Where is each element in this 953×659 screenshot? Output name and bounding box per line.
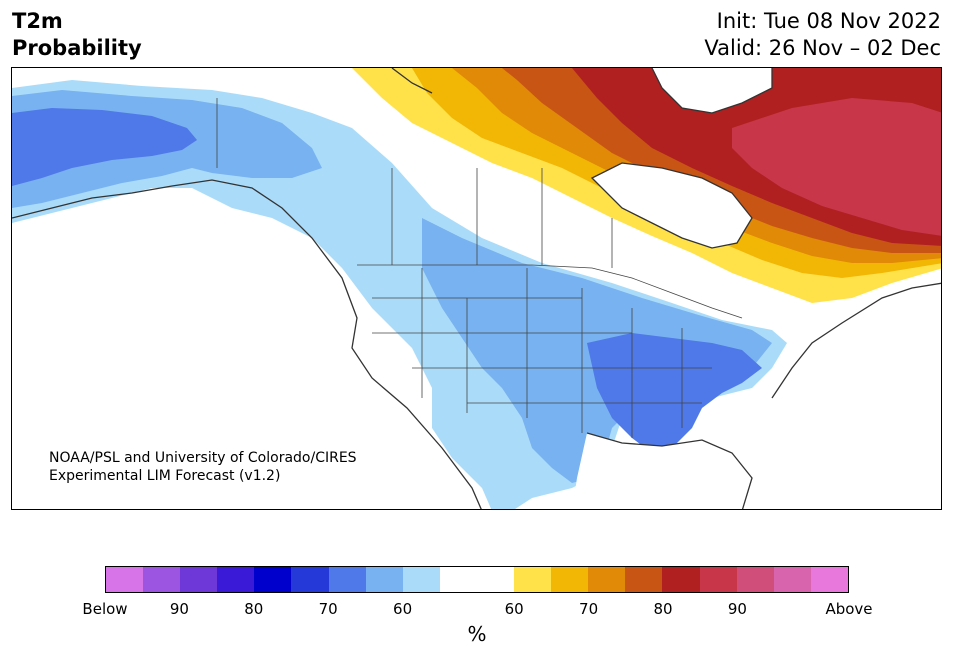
arctic-water <box>652 68 772 113</box>
colorbar-tick-label: 80 <box>653 600 673 618</box>
colorbar-swatch <box>736 567 774 592</box>
below-dark-region-southeast <box>587 333 762 453</box>
colorbar-swatch <box>143 567 181 592</box>
colorbar-tick-label: 60 <box>393 600 413 618</box>
colorbar-tick-label: 70 <box>579 600 599 618</box>
colorbar-tick-label: Above <box>825 600 873 618</box>
colorbar-swatch <box>625 567 663 592</box>
forecast-dates: Init: Tue 08 Nov 2022 Valid: 26 Nov – 02… <box>704 8 941 62</box>
colorbar-swatch <box>773 567 811 592</box>
colorbar-swatch <box>810 567 848 592</box>
colorbar-swatch <box>365 567 403 592</box>
colorbar-tick-label: Below <box>82 600 128 618</box>
chart-title: T2m Probability <box>12 8 142 62</box>
colorbar-swatch <box>439 567 477 592</box>
colorbar-swatch <box>328 567 366 592</box>
colorbar-swatch <box>402 567 440 592</box>
credit-text: NOAA/PSL and University of Colorado/CIRE… <box>49 449 357 485</box>
colorbar-tick-label: 70 <box>318 600 338 618</box>
credit-line-1: NOAA/PSL and University of Colorado/CIRE… <box>49 450 357 466</box>
below-dark-region-alaska <box>12 108 197 186</box>
colorbar-swatch <box>254 567 292 592</box>
atlantic-ocean <box>767 283 941 509</box>
colorbar-tick-label: 60 <box>504 600 524 618</box>
colorbar-unit: % <box>467 622 487 646</box>
colorbar-swatch <box>662 567 700 592</box>
colorbar-swatch <box>180 567 218 592</box>
colorbar-swatch <box>106 567 144 592</box>
gulf-of-mexico <box>572 433 752 509</box>
colorbar-swatch <box>291 567 329 592</box>
colorbar-tick-label: 90 <box>727 600 747 618</box>
pacific-ocean <box>12 233 482 509</box>
colorbar-swatch <box>514 567 552 592</box>
colorbar <box>105 566 849 593</box>
valid-date: Valid: 26 Nov – 02 Dec <box>704 36 941 60</box>
colorbar-tick-label: 90 <box>169 600 189 618</box>
colorbar-swatch <box>588 567 626 592</box>
credit-line-2: Experimental LIM Forecast (v1.2) <box>49 468 281 484</box>
coastlines <box>12 68 941 509</box>
colorbar-swatch <box>476 567 515 592</box>
colorbar-tick-label: 80 <box>244 600 264 618</box>
above-crimson-band <box>732 98 941 236</box>
hudson-bay <box>592 163 752 248</box>
title-line-1: T2m <box>12 9 63 33</box>
map-panel: NOAA/PSL and University of Colorado/CIRE… <box>11 67 942 510</box>
title-line-2: Probability <box>12 36 142 60</box>
political-borders <box>216 98 743 438</box>
init-date: Init: Tue 08 Nov 2022 <box>716 9 941 33</box>
colorbar-swatch <box>217 567 255 592</box>
colorbar-swatch <box>699 567 737 592</box>
probability-map <box>12 68 941 509</box>
colorbar-swatch <box>551 567 589 592</box>
